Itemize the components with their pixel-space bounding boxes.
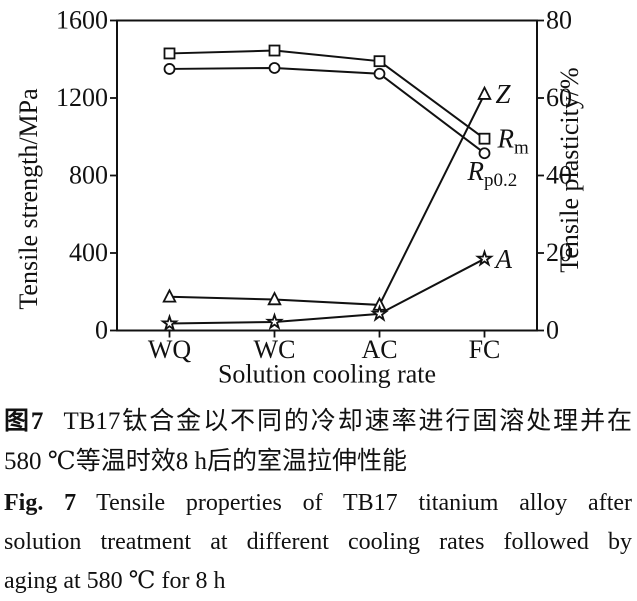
left-axis-title: Tensile strength/MPa: [14, 88, 43, 310]
x-tick-label-WC: WC: [254, 335, 296, 364]
right-axis-tick-label: 20: [546, 238, 572, 267]
marker-square-Rm-FC: [478, 132, 491, 145]
right-axis-title: Tensile plasticity/%: [555, 67, 584, 272]
marker-circle-Rp02-FC: [478, 147, 491, 160]
right-axis-tick-label: 60: [546, 83, 572, 112]
right-axis-tick-label: 0: [546, 316, 559, 345]
left-axis-tick-label: 800: [69, 161, 108, 190]
series-line-Rp02: [169, 66, 486, 155]
series-label-Z: Z: [496, 79, 512, 109]
left-axis-tick-label: 1200: [56, 83, 108, 112]
marker-circle-Rp02-AC: [373, 67, 386, 80]
caption-cn-line1: 图7 TB17钛合金以不同的冷却速率进行固溶处理并在: [4, 402, 632, 442]
left-axis-tick-label: 0: [95, 316, 108, 345]
caption-en-line3: aging at 580 ℃ for 8 h: [4, 568, 226, 594]
marker-triangle-Z-WQ: [162, 288, 177, 303]
right-axis-tick-label: 80: [546, 6, 572, 35]
marker-triangle-Z-WC: [267, 291, 282, 306]
figure-caption: 图7 TB17钛合金以不同的冷却速率进行固溶处理并在 580 ℃等温时效8 h后的…: [0, 398, 637, 601]
series-label-sub-Rp02: p0.2: [484, 170, 517, 191]
marker-star-A-FC: [475, 248, 494, 267]
caption-cn-text1: TB17钛合金以不同的冷却速率进行固溶处理并在: [63, 408, 632, 435]
caption-en: Fig. 7 Tensile properties of TB17 titaniu…: [4, 484, 632, 601]
caption-cn-label: 图7: [4, 408, 44, 435]
marker-star-A-AC: [370, 303, 389, 322]
caption-en-text1: Tensile properties of TB17 titanium allo…: [96, 490, 632, 516]
marker-square-Rm-WQ: [163, 47, 176, 60]
marker-circle-Rp02-WC: [268, 62, 281, 74]
caption-cn-line2: 580 ℃等温时效8 h后的室温拉伸性能: [4, 448, 407, 475]
left-axis-tick-label: 400: [69, 238, 108, 267]
series-label-Rm: Rm: [497, 124, 530, 159]
left-axis-tick-label: 1600: [56, 6, 108, 35]
x-tick-label-AC: AC: [361, 335, 397, 364]
marker-square-Rm-WC: [268, 44, 281, 57]
caption-en-line1: Fig. 7 Tensile properties of TB17 titaniu…: [4, 484, 632, 523]
tensile-properties-chart: 0 400 800 1200 1600 0 20 40 60 80 WQ WC AC FC Solution…: [14, 6, 584, 389]
marker-circle-Rp02-WQ: [163, 63, 176, 75]
series-label-Rp02: Rp0.2: [467, 156, 518, 191]
marker-star-A-WC: [265, 312, 284, 330]
marker-star-A-WQ: [160, 313, 179, 332]
x-tick-label-WQ: WQ: [148, 335, 192, 364]
caption-en-label: Fig. 7: [4, 490, 77, 516]
x-axis-title: Solution cooling rate: [218, 360, 436, 389]
marker-triangle-Z-FC: [477, 85, 492, 100]
series-label-A: A: [494, 244, 513, 274]
series-label-sub-Rm: m: [514, 138, 529, 159]
marker-square-Rm-AC: [373, 55, 386, 68]
x-tick-label-FC: FC: [469, 335, 501, 364]
caption-en-line2: solution treatment at different cooling …: [4, 529, 632, 555]
series-line-Z: [169, 93, 486, 306]
series-line-A: [169, 257, 485, 325]
series-line-Rm: [169, 49, 486, 140]
right-axis-tick-label: 40: [546, 161, 572, 190]
